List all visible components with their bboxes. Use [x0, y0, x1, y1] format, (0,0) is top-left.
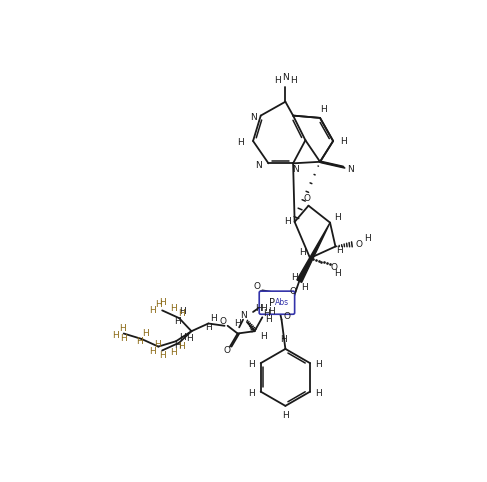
Text: H: H: [261, 332, 267, 341]
Text: H: H: [340, 136, 347, 146]
Text: H: H: [291, 273, 298, 282]
Text: H: H: [234, 319, 241, 328]
Text: H: H: [335, 269, 341, 278]
Text: H: H: [290, 77, 297, 85]
Text: O: O: [253, 282, 261, 291]
Text: H: H: [154, 340, 161, 349]
Text: H: H: [174, 341, 181, 350]
Text: H: H: [335, 214, 341, 223]
Text: H: H: [205, 323, 212, 332]
Text: H: H: [282, 411, 289, 420]
Text: H: H: [336, 246, 343, 255]
Text: H: H: [364, 234, 371, 243]
Text: H: H: [180, 333, 187, 342]
Text: O: O: [290, 287, 297, 296]
Text: H: H: [255, 304, 262, 313]
Text: H: H: [237, 138, 244, 147]
Text: N: N: [255, 161, 262, 170]
Text: H: H: [248, 360, 255, 369]
Text: H: H: [186, 334, 192, 343]
Text: H: H: [170, 348, 177, 357]
Text: H: H: [268, 308, 275, 317]
Text: H: H: [301, 283, 308, 292]
Text: O: O: [355, 240, 362, 249]
Text: O: O: [330, 263, 337, 272]
Text: O: O: [220, 318, 226, 326]
Text: H: H: [112, 331, 119, 339]
Text: H: H: [178, 309, 185, 318]
Text: N: N: [250, 113, 257, 122]
Text: Abs: Abs: [275, 298, 289, 307]
Text: H: H: [142, 329, 149, 338]
Text: H: H: [150, 306, 156, 315]
Text: H: H: [248, 388, 255, 398]
Text: H: H: [280, 335, 286, 344]
Text: O: O: [303, 194, 310, 203]
Text: H: H: [320, 105, 327, 114]
Text: N: N: [347, 165, 354, 174]
Text: H: H: [315, 388, 322, 398]
Text: H: H: [210, 314, 217, 322]
FancyBboxPatch shape: [259, 291, 295, 314]
Text: H: H: [315, 360, 322, 369]
Text: H: H: [159, 351, 166, 361]
Text: H: H: [284, 216, 291, 226]
Text: H: H: [261, 304, 267, 313]
Text: H: H: [159, 298, 166, 307]
Text: H: H: [263, 309, 269, 318]
Text: H: H: [155, 300, 162, 309]
Text: H: H: [180, 308, 187, 317]
Text: H: H: [150, 348, 156, 357]
Text: O: O: [224, 346, 230, 355]
Text: H: H: [119, 324, 126, 334]
Text: H: H: [178, 342, 185, 351]
Text: H: H: [174, 318, 181, 326]
Text: H: H: [265, 315, 272, 324]
Text: H: H: [120, 335, 127, 343]
Text: N: N: [292, 165, 299, 174]
Text: N: N: [282, 73, 289, 81]
Polygon shape: [297, 223, 330, 282]
Text: O: O: [283, 312, 290, 321]
Text: H: H: [274, 77, 281, 85]
Text: H: H: [136, 337, 143, 346]
Text: H: H: [170, 304, 177, 313]
Text: H: H: [299, 248, 306, 257]
Text: P: P: [268, 298, 275, 308]
Text: N: N: [240, 311, 246, 321]
